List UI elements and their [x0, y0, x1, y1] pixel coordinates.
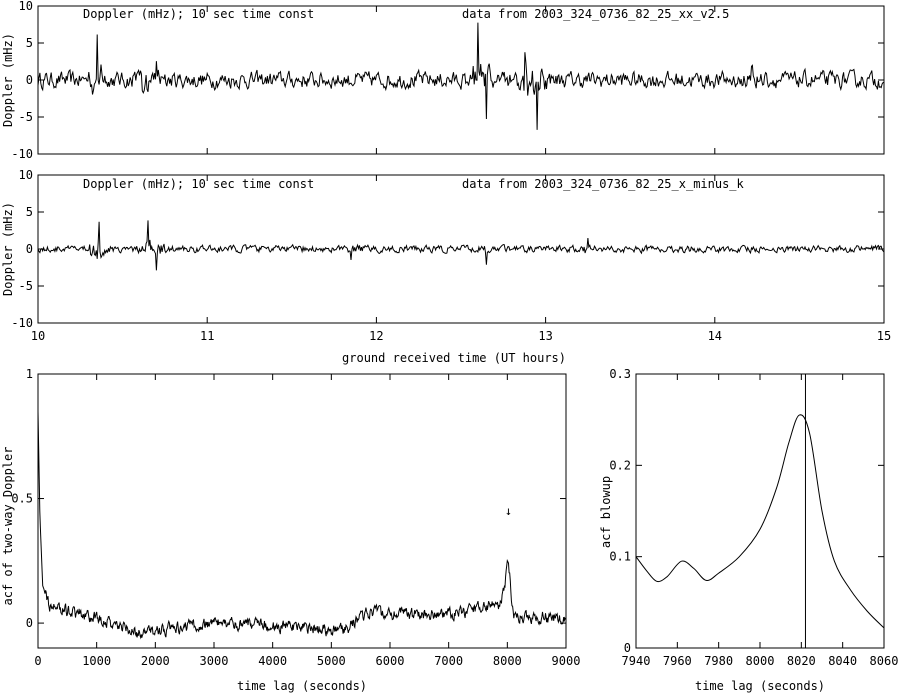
xtick-label: 3000 [200, 654, 229, 668]
ytick-label: 0.2 [609, 458, 631, 472]
xtick-label: 8060 [870, 654, 899, 668]
xtick-label: 13 [538, 329, 552, 343]
top-panel-annotation: data from 2003_324_0736_82_25_xx_v2.5 [462, 7, 729, 21]
blowup-trace [635, 414, 885, 629]
xtick-label: 8000 [493, 654, 522, 668]
ytick-label: 0 [26, 73, 33, 87]
xtick-label: 11 [200, 329, 214, 343]
ytick-label: 0.5 [11, 492, 33, 506]
xtick-label: 8020 [787, 654, 816, 668]
middle-doppler-panel: Doppler (mHz); 10 sec time const data fr… [1, 168, 891, 365]
xtick-label: 15 [877, 329, 891, 343]
acf-panel-frame [37, 373, 567, 649]
blowup-panel-xlabel: time lag (seconds) [695, 679, 825, 693]
xtick-label: 9000 [552, 654, 581, 668]
middle-panel-xlabel: ground received time (UT hours) [342, 351, 566, 365]
acf-panel: acf of two-way Doppler time lag (seconds… [1, 367, 580, 693]
ytick-label: 0 [26, 616, 33, 630]
ytick-label: 0.3 [609, 367, 631, 381]
middle-panel-annotation: data from 2003_324_0736_82_25_x_minus_k [462, 177, 745, 191]
ytick-label: 10 [19, 0, 33, 13]
xtick-label: 7000 [434, 654, 463, 668]
acf-blowup-panel: acf blowup time lag (seconds) 0 0.1 0.2 0.3… [599, 367, 898, 693]
xtick-label: 1000 [82, 654, 111, 668]
ytick-label: -5 [19, 110, 33, 124]
middle-panel-yticks: -10 -5 0 5 10 [11, 168, 884, 330]
middle-doppler-trace [37, 220, 885, 271]
top-panel-title: Doppler (mHz); 10 sec time const [83, 7, 314, 21]
xtick-label: 7960 [663, 654, 692, 668]
ytick-label: 5 [26, 205, 33, 219]
top-panel-ylabel: Doppler (mHz) [1, 33, 15, 127]
ytick-label: -10 [11, 147, 33, 161]
xtick-label: 5000 [317, 654, 346, 668]
middle-panel-ylabel: Doppler (mHz) [1, 202, 15, 296]
ytick-label: -10 [11, 316, 33, 330]
xtick-label: 8000 [746, 654, 775, 668]
ytick-label: -5 [19, 279, 33, 293]
middle-panel-xticks: 10 11 12 13 14 15 [31, 175, 891, 343]
xtick-label: 12 [369, 329, 383, 343]
top-panel-yticks: -10 -5 0 5 10 [11, 0, 884, 161]
xtick-label: 7940 [622, 654, 651, 668]
xtick-label: 6000 [376, 654, 405, 668]
xtick-label: 4000 [258, 654, 287, 668]
ytick-label: 1 [26, 367, 33, 381]
acf-panel-xticks: 0 1000 2000 3000 4000 5000 6000 7000 8000 9000 [34, 374, 580, 668]
xtick-label: 0 [34, 654, 41, 668]
acf-panel-xlabel: time lag (seconds) [237, 679, 367, 693]
acf-panel-yticks: 00.51 [11, 367, 566, 630]
xtick-label: 14 [708, 329, 722, 343]
top-panel-xticks [37, 6, 885, 154]
acf-trace [37, 411, 566, 640]
middle-panel-title: Doppler (mHz); 10 sec time const [83, 177, 314, 191]
xtick-label: 10 [31, 329, 45, 343]
top-doppler-panel: Doppler (mHz); 10 sec time const data fr… [1, 0, 885, 161]
blowup-panel-ylabel: acf blowup [599, 476, 613, 548]
acf-panel-ylabel: acf of two-way Doppler [1, 447, 15, 606]
ytick-label: 0 [26, 242, 33, 256]
ytick-label: 5 [26, 36, 33, 50]
ytick-label: 0.1 [609, 550, 631, 564]
xtick-label: 8040 [828, 654, 857, 668]
blowup-panel-xticks: 7940 7960 7980 8000 8020 8040 8060 [622, 374, 899, 668]
top-doppler-trace [37, 22, 885, 130]
blowup-panel-frame [635, 373, 885, 649]
ytick-label: 0 [624, 641, 631, 655]
acf-peak-arrow: ↓ [505, 504, 512, 518]
ytick-label: 10 [19, 168, 33, 182]
xtick-label: 2000 [141, 654, 170, 668]
blowup-panel-yticks: 0 0.1 0.2 0.3 [609, 367, 884, 655]
xtick-label: 7980 [704, 654, 733, 668]
